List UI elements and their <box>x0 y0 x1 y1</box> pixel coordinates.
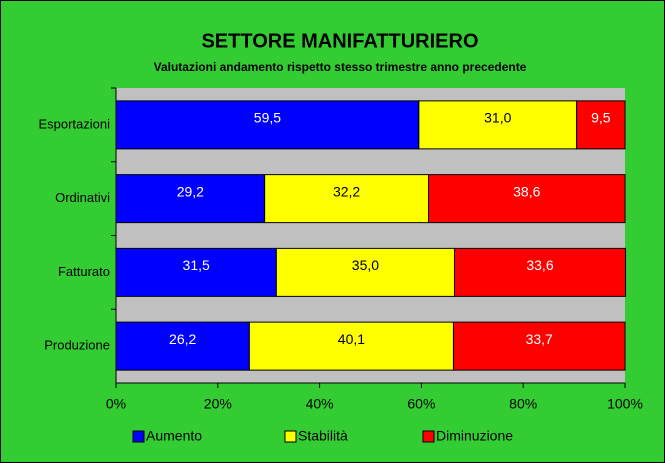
value-label: 33,7 <box>526 331 553 347</box>
x-tick-label: 40% <box>306 396 334 412</box>
bar-segment <box>418 100 578 150</box>
x-tick-label: 60% <box>407 396 435 412</box>
bar-segment <box>248 321 454 371</box>
legend-label: Aumento <box>146 428 202 444</box>
value-label: 31,5 <box>183 257 210 273</box>
x-tick-label: 80% <box>509 396 537 412</box>
chart-subtitle: Valutazioni andamento rispetto stesso tr… <box>154 60 527 74</box>
bar-segment <box>115 174 266 224</box>
value-label: 40,1 <box>338 331 365 347</box>
bar-segment <box>453 247 627 297</box>
value-label: 26,2 <box>169 331 196 347</box>
bar-segment <box>264 174 430 224</box>
x-tick-label: 20% <box>204 396 232 412</box>
legend-swatch <box>132 430 145 443</box>
value-label: 38,6 <box>513 183 540 199</box>
value-label: 33,6 <box>526 257 553 273</box>
bar-segment <box>115 100 420 150</box>
legend-swatch <box>284 430 297 443</box>
legend-swatch <box>422 430 435 443</box>
value-label: 32,2 <box>333 183 360 199</box>
x-tick-label: 0% <box>106 396 126 412</box>
y-tick-label: Produzione <box>44 338 110 353</box>
bar-segment <box>115 321 250 371</box>
value-label: 35,0 <box>352 257 379 273</box>
x-tick-label: 100% <box>607 396 643 412</box>
bar-segment <box>428 174 626 224</box>
y-tick-label: Ordinativi <box>55 190 110 205</box>
bar-segment <box>452 321 626 371</box>
bar-segment <box>275 247 455 297</box>
bar-segment <box>115 247 277 297</box>
value-label: 59,5 <box>254 110 281 126</box>
value-label: 29,2 <box>177 183 204 199</box>
y-tick-label: Fatturato <box>58 264 110 279</box>
legend-label: Diminuzione <box>436 428 513 444</box>
value-label: 9,5 <box>591 110 611 126</box>
value-label: 31,0 <box>484 110 511 126</box>
y-tick-label: Esportazioni <box>38 116 110 131</box>
legend-label: Stabilità <box>298 428 348 444</box>
bar-segment <box>576 100 626 150</box>
chart-title: SETTORE MANIFATTURIERO <box>201 30 478 52</box>
